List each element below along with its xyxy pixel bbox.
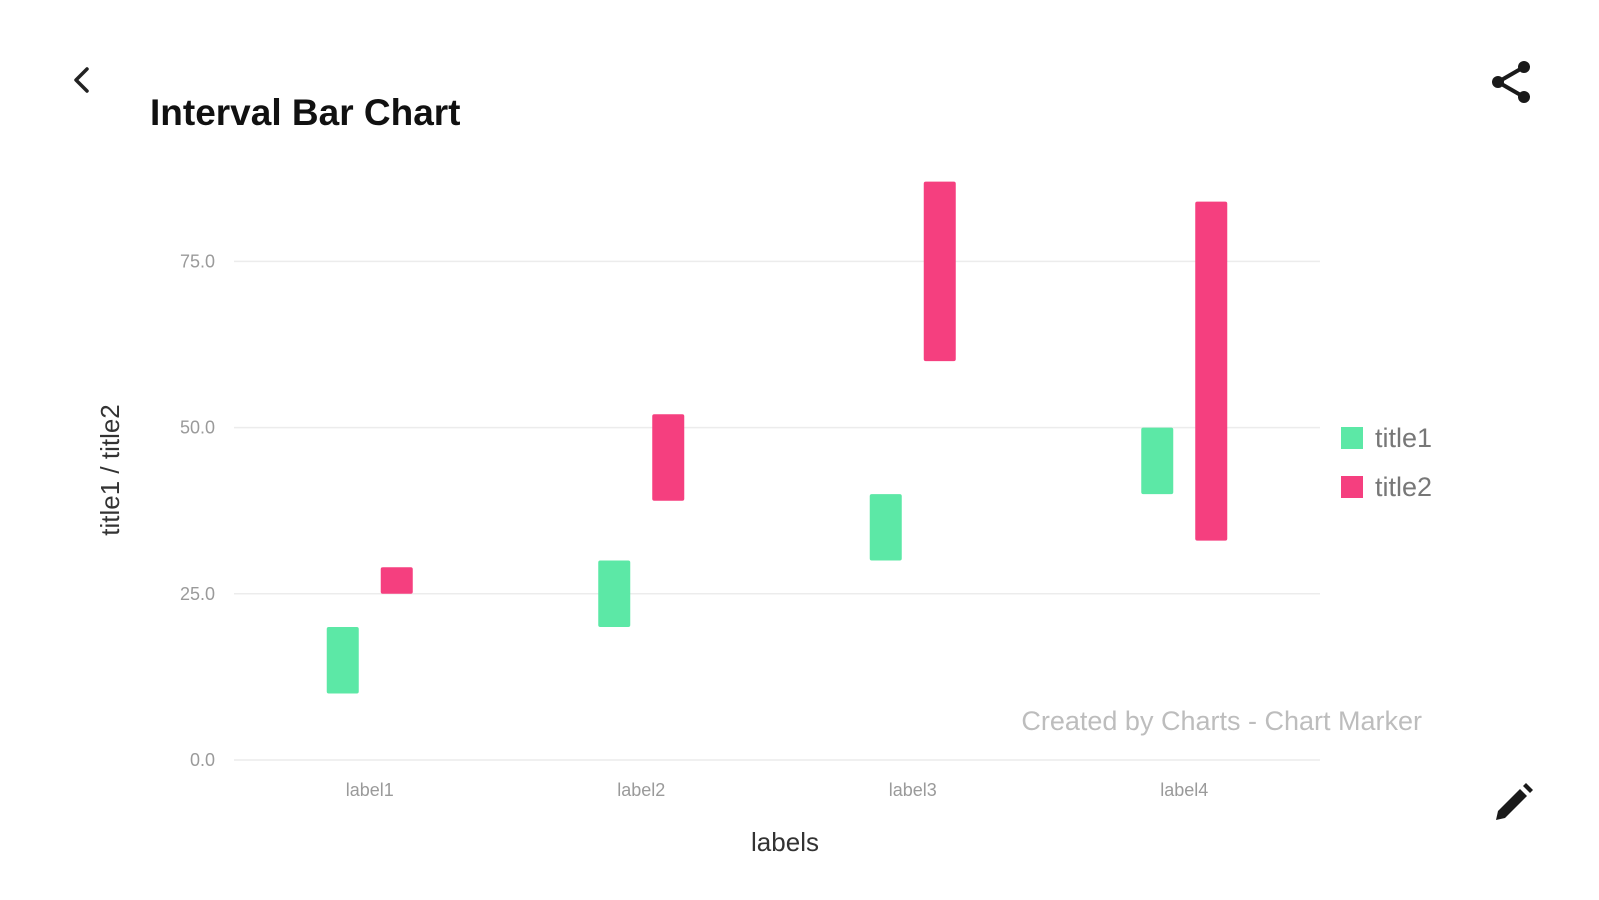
y-tick-label: 25.0 — [180, 584, 215, 604]
bar-title1-label1 — [326, 627, 359, 694]
bar-title2-label1 — [380, 567, 413, 594]
bar-title2-label4 — [1195, 201, 1228, 541]
chevron-left-icon — [74, 67, 89, 93]
legend-label-title2: title2 — [1375, 472, 1432, 502]
y-tick-label: 50.0 — [180, 418, 215, 438]
legend-swatch-title2 — [1341, 476, 1363, 498]
x-axis-title: labels — [751, 827, 819, 857]
x-tick-label: label2 — [617, 780, 665, 800]
y-axis-ticks: 0.0 25.0 50.0 75.0 — [180, 251, 215, 770]
y-tick-label: 75.0 — [180, 251, 215, 271]
bars — [326, 181, 1228, 694]
y-tick-label: 0.0 — [190, 750, 215, 770]
legend-swatch-title1 — [1341, 427, 1363, 449]
bar-title2-label2 — [652, 414, 685, 501]
bar-title1-label3 — [869, 494, 902, 561]
bar-title2-label3 — [923, 181, 956, 362]
bar-title1-label2 — [598, 560, 631, 628]
back-button[interactable] — [62, 60, 102, 100]
edit-button[interactable] — [1490, 780, 1536, 826]
page-title: Interval Bar Chart — [150, 92, 461, 133]
grid-lines — [234, 260, 1320, 761]
bar-title1-label4 — [1141, 427, 1174, 495]
x-tick-label: label4 — [1160, 780, 1208, 800]
share-button[interactable] — [1488, 58, 1536, 106]
watermark-text: Created by Charts - Chart Marker — [1021, 706, 1422, 736]
x-tick-label: label1 — [346, 780, 394, 800]
legend-label-title1: title1 — [1375, 423, 1432, 453]
pencil-icon — [1496, 783, 1533, 820]
share-icon — [1492, 61, 1530, 103]
x-axis-ticks: label1 label2 label3 label4 — [346, 780, 1209, 800]
y-axis-title: title1 / title2 — [95, 404, 125, 536]
legend: title1 title2 — [1341, 423, 1432, 502]
x-tick-label: label3 — [889, 780, 937, 800]
